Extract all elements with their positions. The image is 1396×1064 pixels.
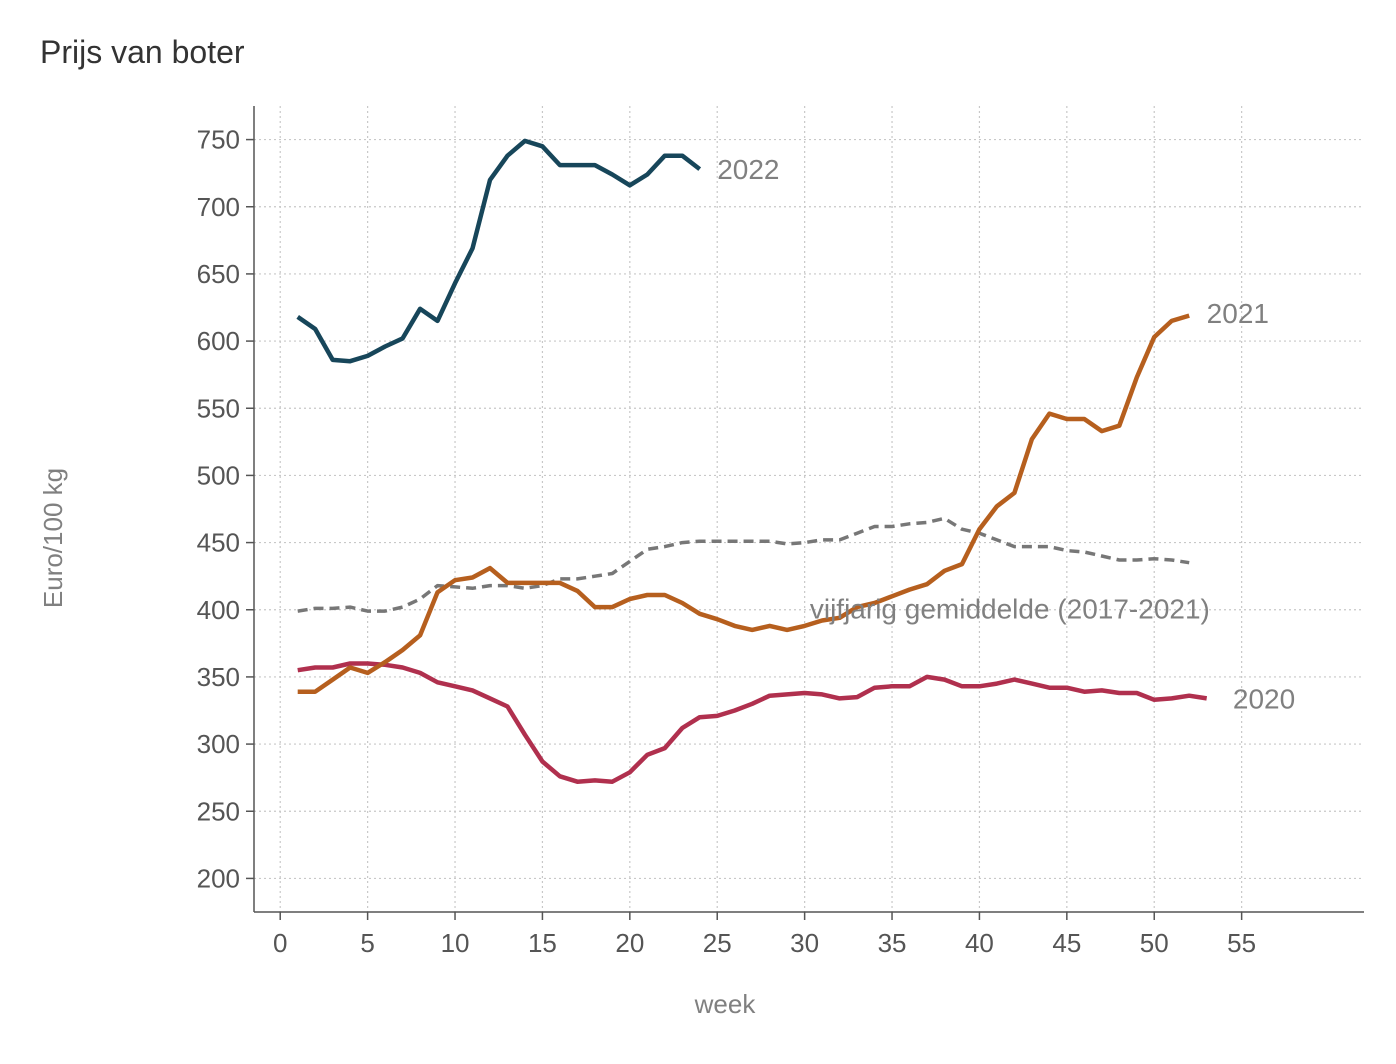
- y-tick-label: 250: [197, 796, 240, 826]
- y-tick-label: 300: [197, 729, 240, 759]
- series-label: vijfjarig gemiddelde (2017-2021): [810, 593, 1210, 624]
- y-tick-label: 750: [197, 125, 240, 155]
- y-tick-label: 650: [197, 259, 240, 289]
- grid: [254, 106, 1364, 912]
- axes: [253, 106, 1364, 913]
- y-tick-label: 400: [197, 595, 240, 625]
- chart-title: Prijs van boter: [40, 34, 245, 70]
- series-label: 2022: [717, 154, 779, 185]
- x-tick-label: 25: [703, 928, 732, 958]
- series-line-vijfjarig: [297, 516, 1190, 613]
- series-labels: 2022 2021 2020 vijfjarig gemiddelde (2017-2…: [717, 154, 1295, 714]
- x-tick-label: 45: [1052, 928, 1081, 958]
- x-tick-label: 55: [1227, 928, 1256, 958]
- y-tick-label: 600: [197, 326, 240, 356]
- x-tick-label: 0: [273, 928, 287, 958]
- series-line-2021: [297, 313, 1190, 694]
- y-tick-label: 350: [197, 662, 240, 692]
- y-tick-label: 450: [197, 528, 240, 558]
- x-tick-label: 35: [878, 928, 907, 958]
- series-line-2020: [297, 661, 1208, 784]
- y-tick-label: 550: [197, 393, 240, 423]
- series-label: 2021: [1207, 298, 1269, 329]
- x-tick-label: 15: [528, 928, 557, 958]
- x-tick-label: 40: [965, 928, 994, 958]
- y-tick-label: 500: [197, 460, 240, 490]
- series-line-2022: [296, 138, 702, 364]
- y-axis-title: Euro/100 kg: [38, 468, 68, 608]
- y-tick-label: 200: [197, 863, 240, 893]
- x-tick-label: 30: [790, 928, 819, 958]
- x-tick-label: 20: [615, 928, 644, 958]
- y-axis-ticks: 200 250 300 350 400 450 500 550 600 650 700 750: [197, 125, 254, 893]
- x-tick-label: 50: [1140, 928, 1169, 958]
- x-tick-label: 10: [441, 928, 470, 958]
- series-lines: [296, 138, 1208, 784]
- x-tick-label: 5: [360, 928, 374, 958]
- series-label: 2020: [1233, 683, 1295, 714]
- y-tick-label: 700: [197, 192, 240, 222]
- x-axis-ticks: 0 5 10 15 20 25 30 35 40 45 50 55: [273, 912, 1256, 958]
- x-axis-title: week: [694, 989, 757, 1019]
